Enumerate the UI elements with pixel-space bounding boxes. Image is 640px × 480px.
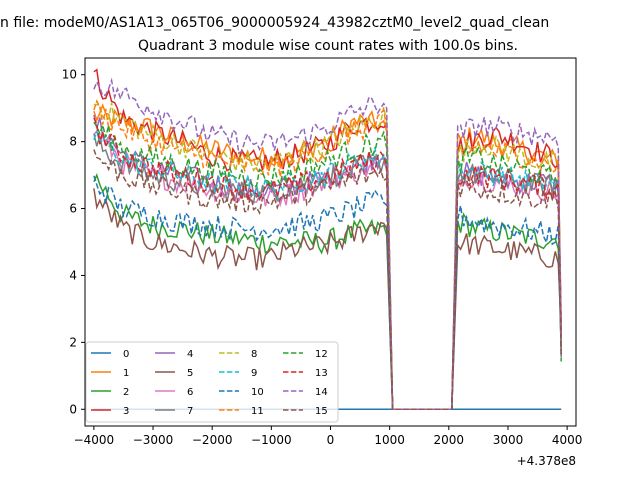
- legend-label-5: 5: [187, 368, 193, 379]
- y-tick-label: 6: [69, 202, 77, 216]
- series-line-14: [93, 77, 562, 411]
- legend-label-15: 15: [315, 406, 328, 417]
- legend-label-8: 8: [251, 349, 257, 360]
- y-tick-label: 0: [69, 402, 77, 416]
- legend-label-12: 12: [315, 349, 328, 360]
- legend-label-0: 0: [123, 349, 129, 360]
- x-tick-label: −3000: [133, 433, 174, 447]
- x-tick-label: 2000: [434, 433, 465, 447]
- legend-box: [85, 341, 339, 423]
- x-tick-label: 3000: [493, 433, 524, 447]
- legend-label-10: 10: [251, 387, 264, 398]
- series-line-12: [93, 121, 562, 411]
- x-tick-label: −2000: [192, 433, 233, 447]
- legend-label-2: 2: [123, 387, 129, 398]
- legend-label-1: 1: [123, 368, 129, 379]
- series-line-5: [93, 188, 562, 411]
- chart-suptitle: n file: modeM0/AS1A13_065T06_9000005924_…: [0, 15, 549, 31]
- y-tick-label: 2: [69, 335, 77, 349]
- legend-label-13: 13: [315, 368, 328, 379]
- legend-label-9: 9: [251, 368, 257, 379]
- chart-title: Quadrant 3 module wise count rates with …: [138, 38, 518, 54]
- x-offset-label: +4.378e8: [517, 454, 576, 468]
- legend-label-11: 11: [251, 406, 264, 417]
- x-tick-label: 0: [327, 433, 335, 447]
- series-line-9: [93, 129, 562, 411]
- x-tick-label: −1000: [251, 433, 292, 447]
- legend-label-7: 7: [187, 406, 193, 417]
- legend-label-3: 3: [123, 406, 129, 417]
- legend-label-4: 4: [187, 349, 193, 360]
- series-line-10: [93, 175, 562, 411]
- x-tick-label: 4000: [552, 433, 583, 447]
- y-tick-label: 4: [69, 268, 77, 282]
- y-tick-label: 10: [62, 68, 77, 82]
- legend-label-6: 6: [187, 387, 193, 398]
- series-line-15: [93, 149, 562, 411]
- y-tick-label: 8: [69, 135, 77, 149]
- x-tick-label: 1000: [374, 433, 405, 447]
- x-tick-label: −4000: [74, 433, 115, 447]
- legend-label-14: 14: [315, 387, 328, 398]
- series-line-13: [93, 117, 562, 411]
